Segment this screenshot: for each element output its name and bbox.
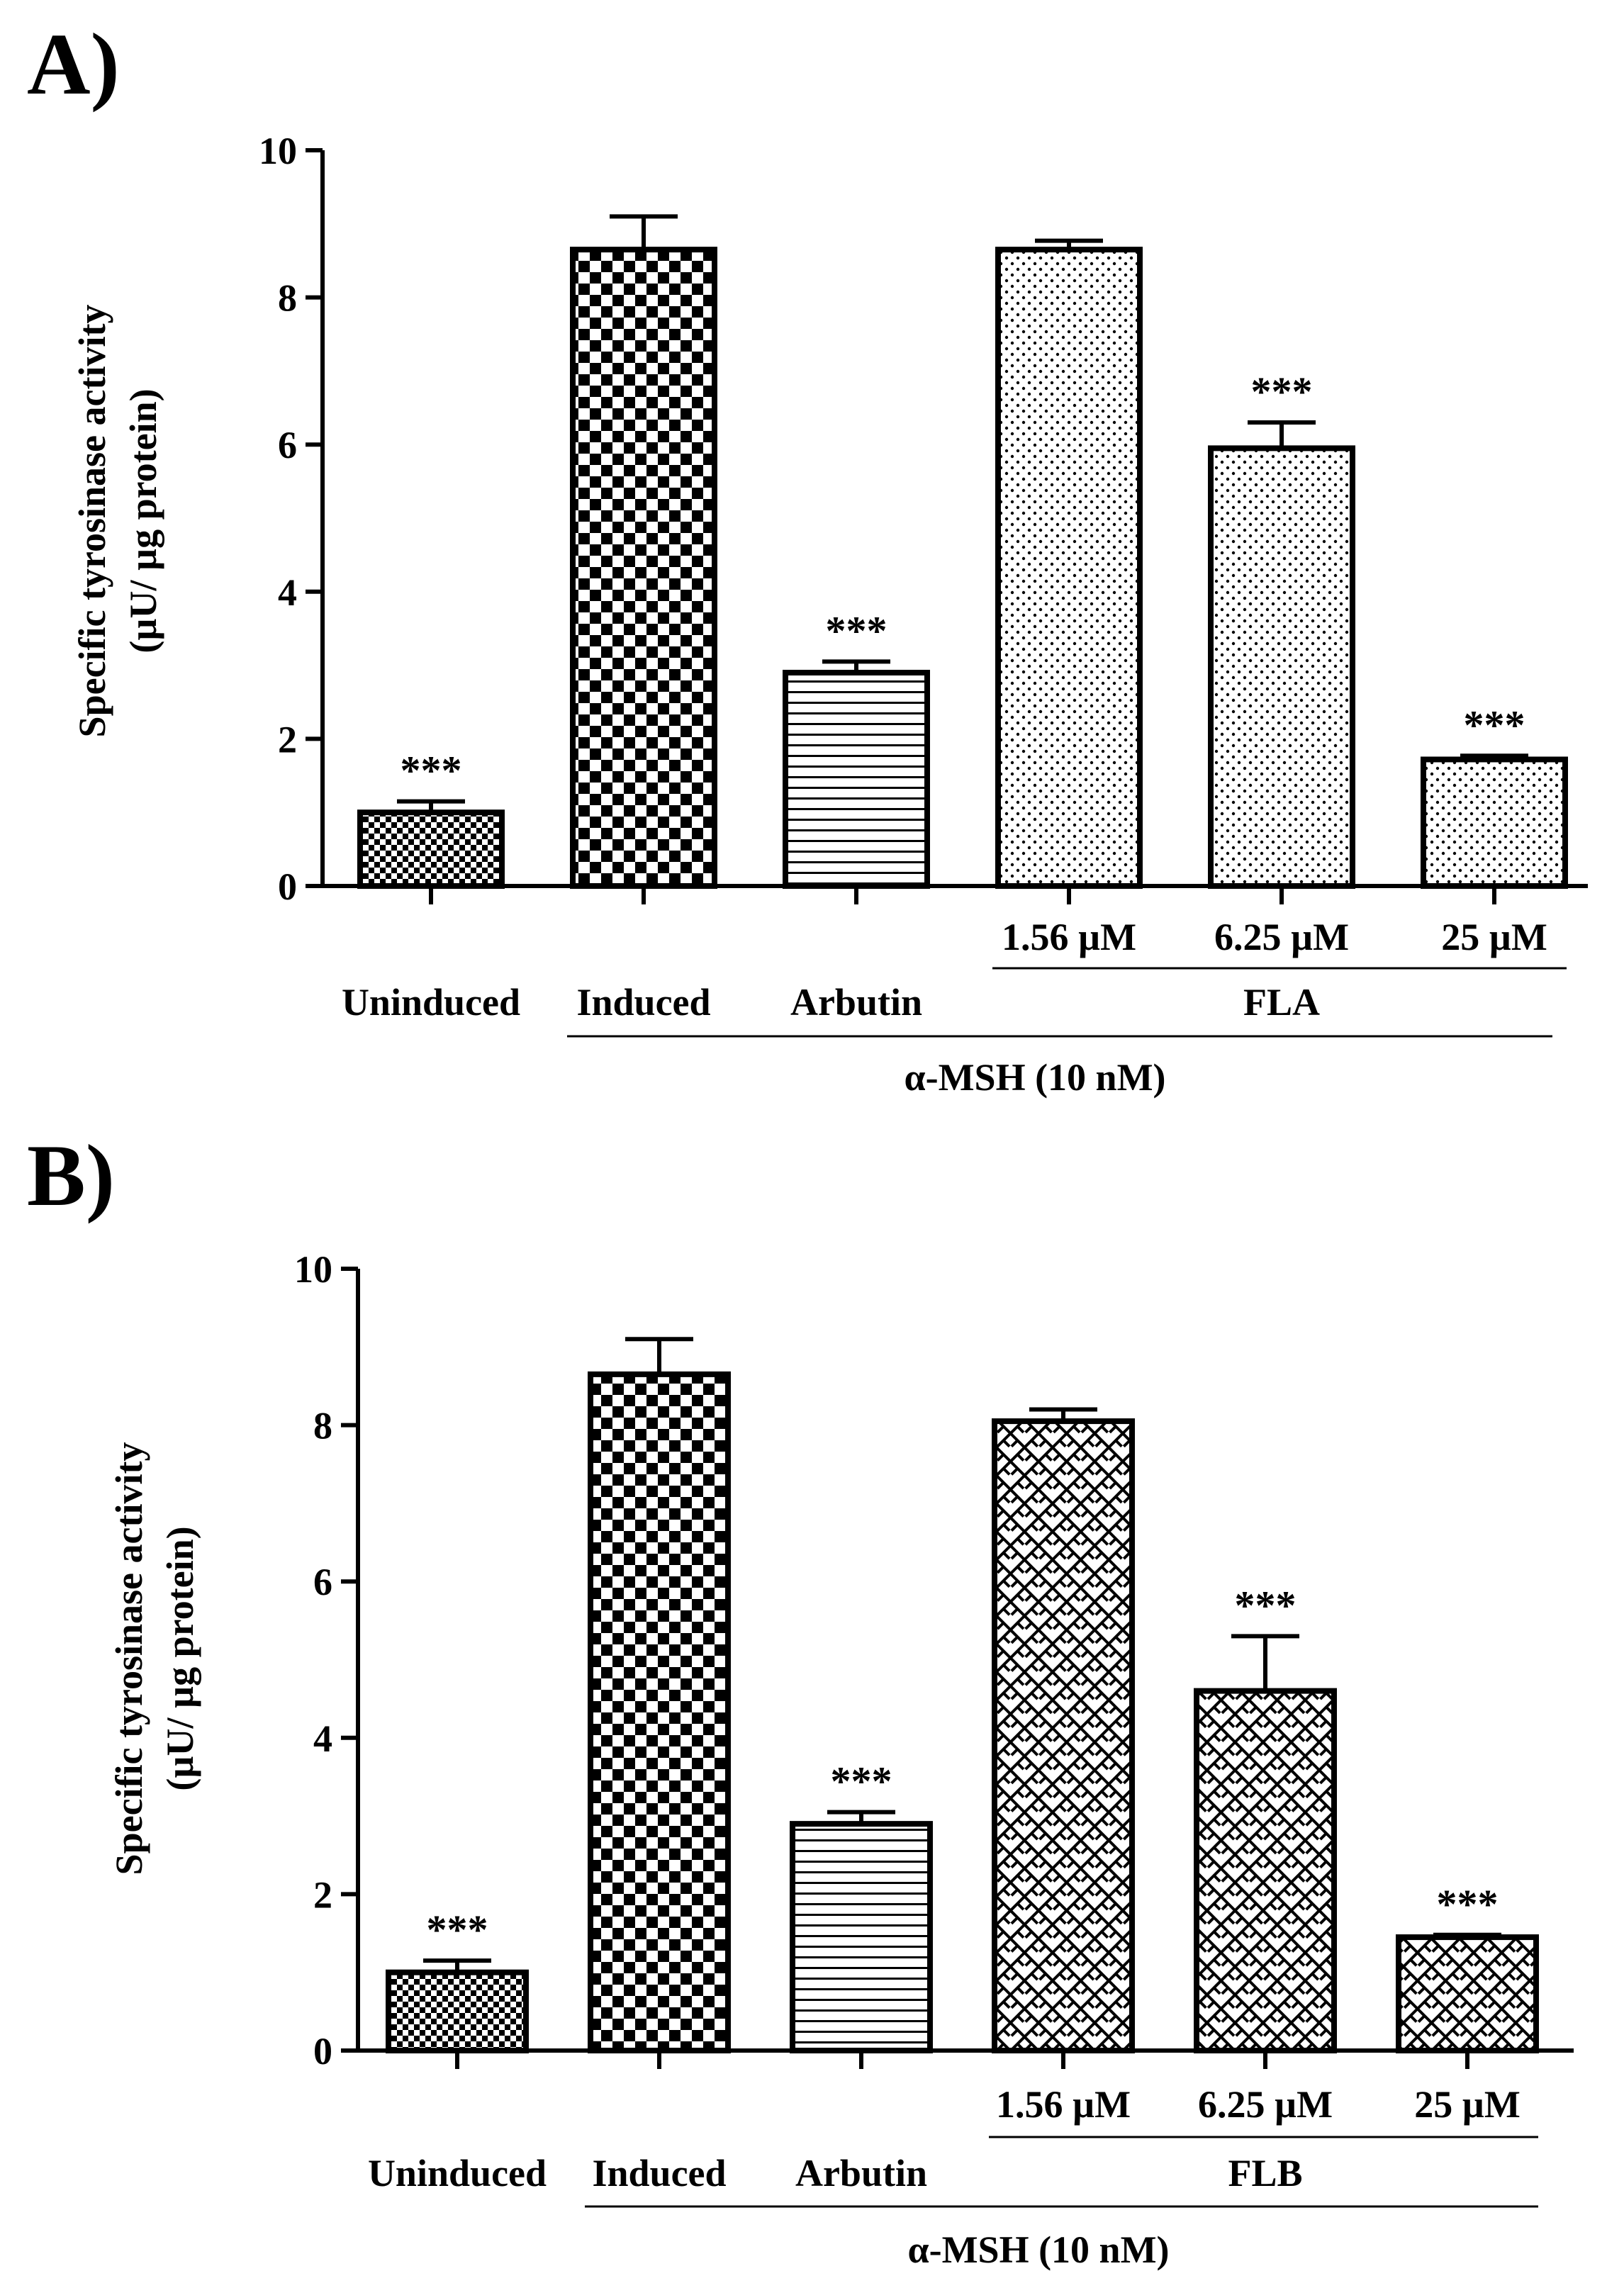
bar [992, 1418, 1135, 2053]
y-tick-label: 4 [278, 571, 297, 614]
y-tick-label: 0 [278, 865, 297, 908]
y-tick-label: 0 [313, 2030, 332, 2073]
bar [1194, 1688, 1337, 2054]
y-tick-label: 8 [313, 1405, 332, 1447]
significance-mark: *** [826, 607, 887, 654]
bar [1421, 756, 1568, 889]
panel-letter: A) [27, 16, 120, 113]
inducer-group-label: α-MSH (10 nM) [904, 1056, 1165, 1099]
y-tick-label: 2 [278, 718, 297, 761]
panel-b: B) Specific tyrosinase activity (µU/ µg … [27, 1127, 1574, 2271]
bar [588, 1371, 731, 2053]
y-tick-label: 2 [313, 1873, 332, 1916]
significance-mark: *** [1464, 702, 1525, 748]
y-tick-label: 6 [278, 424, 297, 466]
significance-mark: *** [401, 748, 462, 794]
category-label: 1.56 µM [996, 2083, 1131, 2126]
y-axis-title-line1: Specific tyrosinase activity [108, 1442, 150, 1875]
bar [570, 247, 717, 889]
significance-mark: *** [1235, 1582, 1297, 1628]
bar [783, 669, 930, 889]
significance-mark: *** [427, 1907, 488, 1953]
category-label: 6.25 µM [1198, 2083, 1333, 2126]
category-label: 25 µM [1441, 916, 1547, 958]
category-label: Uninduced [342, 981, 520, 1024]
category-label: Arbutin [790, 981, 922, 1024]
category-label: Arbutin [795, 2152, 927, 2194]
y-axis-title-line2: (µU/ µg protein) [122, 388, 164, 653]
y-tick-label: 4 [313, 1717, 332, 1760]
significance-mark: *** [1437, 1881, 1499, 1927]
y-tick-label: 10 [259, 130, 297, 172]
category-label: Induced [592, 2152, 726, 2194]
bar [357, 809, 505, 889]
plot-area: 0 2 4 6 8 10 *** *** *** *** [294, 1248, 1574, 2073]
y-tick-label: 10 [294, 1248, 332, 1291]
category-labels: Uninduced Induced Arbutin 1.56 µM 6.25 µ… [342, 916, 1547, 1024]
bar [790, 1821, 933, 2053]
bar [995, 247, 1143, 889]
plot-area: 0 2 4 6 8 10 *** *** *** *** [259, 130, 1588, 908]
significance-mark: *** [831, 1759, 892, 1805]
y-tick-label: 8 [278, 277, 297, 320]
y-tick-label: 6 [313, 1561, 332, 1603]
panel-a: A) Specific tyrosinase activity (µU/ µg … [27, 16, 1588, 1099]
category-label: 1.56 µM [1002, 916, 1136, 958]
category-label: 6.25 µM [1214, 916, 1349, 958]
bar [1208, 445, 1355, 889]
category-labels: Uninduced Induced Arbutin 1.56 µM 6.25 µ… [368, 2083, 1521, 2194]
y-axis-title-line1: Specific tyrosinase activity [71, 305, 113, 738]
bar [1396, 1934, 1539, 2053]
panel-letter: B) [27, 1127, 115, 1224]
category-label: Induced [576, 981, 710, 1024]
bar [386, 1969, 529, 2053]
compound-group-label: FLB [1228, 2152, 1302, 2194]
inducer-group-label: α-MSH (10 nM) [907, 2228, 1169, 2271]
category-label: Uninduced [368, 2152, 547, 2194]
y-axis-title-line2: (µU/ µg protein) [159, 1526, 201, 1790]
compound-group-label: FLA [1243, 981, 1320, 1024]
significance-mark: *** [1251, 369, 1313, 415]
category-label: 25 µM [1414, 2083, 1521, 2126]
